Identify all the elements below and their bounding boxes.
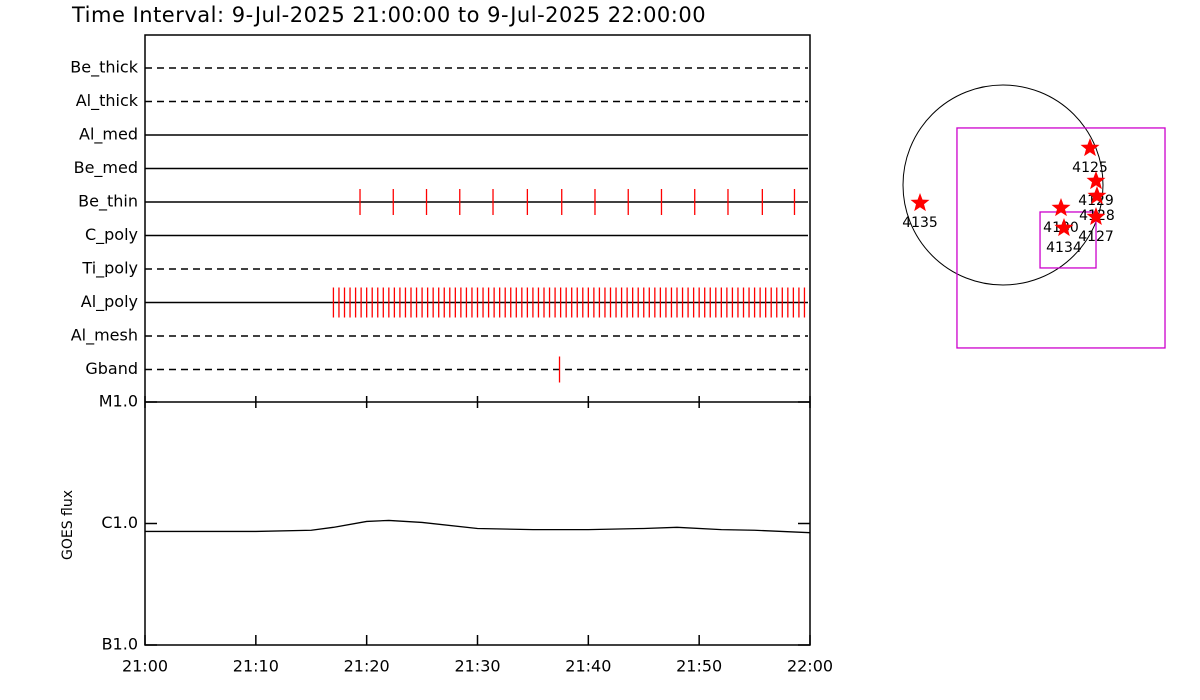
region-star: [1086, 171, 1106, 190]
region-label: 4125: [1072, 160, 1108, 176]
row-label: Al_thick: [76, 91, 139, 111]
x-tick-label: 21:50: [676, 657, 722, 676]
region-star: [1080, 138, 1100, 157]
region-star: [1087, 186, 1107, 205]
row-label: Al_poly: [81, 292, 138, 312]
x-tick-label: 21:00: [122, 657, 168, 676]
y-axis-label: GOES flux: [60, 490, 76, 560]
y-tick-label: M1.0: [99, 392, 138, 411]
region-star: [1086, 207, 1106, 225]
row-label: C_poly: [85, 225, 138, 245]
x-tick-label: 21:30: [454, 657, 500, 676]
row-label: Be_thick: [70, 58, 138, 78]
region-label: 4135: [902, 215, 938, 231]
row-label: Al_mesh: [71, 326, 138, 346]
field-of-view: [956, 127, 1166, 349]
row-label: Be_thin: [78, 192, 138, 212]
region-label: 4129: [1078, 193, 1114, 209]
plot-frame: [144, 34, 811, 646]
region-star: [1051, 198, 1071, 217]
row-label: Ti_poly: [81, 259, 138, 279]
row-label: Gband: [85, 359, 138, 378]
row-label: Al_med: [79, 125, 138, 145]
region-label: 4127: [1078, 229, 1114, 245]
goes-flux-line: [145, 519, 811, 534]
region-star: [1054, 218, 1074, 237]
field-of-view: [1039, 211, 1097, 269]
y-tick-label: C1.0: [101, 513, 138, 532]
row-label: Be_med: [74, 158, 138, 178]
region-label: 4134: [1046, 240, 1082, 256]
solar-disk: [902, 84, 1104, 286]
y-tick-label: B1.0: [102, 635, 138, 654]
x-tick-label: 22:00: [787, 657, 833, 676]
x-tick-label: 21:20: [344, 657, 390, 676]
x-tick-label: 21:10: [233, 657, 279, 676]
chart-title: Time Interval: 9-Jul-2025 21:00:00 to 9-…: [71, 3, 706, 27]
x-tick-label: 21:40: [565, 657, 611, 676]
region-star: [910, 193, 930, 212]
